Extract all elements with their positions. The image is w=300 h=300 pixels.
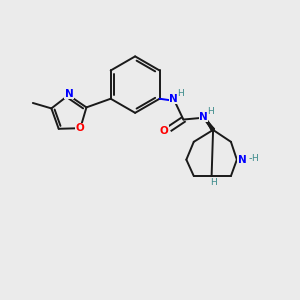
Text: H: H bbox=[177, 89, 184, 98]
Text: H: H bbox=[210, 178, 217, 187]
Text: N: N bbox=[65, 89, 74, 99]
Text: -: - bbox=[248, 153, 252, 163]
Text: O: O bbox=[160, 126, 168, 136]
Text: N: N bbox=[199, 112, 208, 122]
Text: H: H bbox=[207, 107, 214, 116]
Text: O: O bbox=[76, 123, 85, 133]
Text: H: H bbox=[251, 154, 258, 163]
Polygon shape bbox=[206, 119, 214, 131]
Text: N: N bbox=[238, 155, 247, 165]
Text: N: N bbox=[169, 94, 178, 104]
